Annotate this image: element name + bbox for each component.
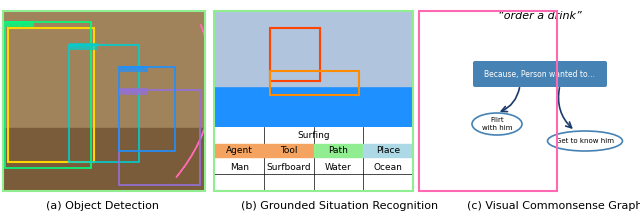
Bar [5,22,91,168]
FancyBboxPatch shape [473,61,607,87]
Text: (c) Visual Commonsense Graph: (c) Visual Commonsense Graph [467,201,640,211]
Text: Agent: Agent [226,146,253,155]
Bar [68,45,140,162]
Text: Path: Path [328,146,348,155]
Text: Because, Person wanted to…: Because, Person wanted to… [484,69,596,78]
Ellipse shape [472,113,522,135]
Bar [270,71,359,95]
Text: [person2]: [person2] [70,44,97,49]
Text: [person1]: [person1] [6,21,33,26]
Bar [264,144,314,157]
Bar [364,144,413,157]
Bar [214,11,413,87]
Text: Surfing: Surfing [298,131,330,140]
Bar [3,128,205,191]
Text: (a) Object Detection: (a) Object Detection [47,201,159,211]
Bar [214,81,413,127]
Text: Man: Man [230,163,249,172]
Text: “order a drink”: “order a drink” [498,11,582,21]
Text: Flirt
with him: Flirt with him [482,118,512,131]
Text: [person4]: [person4] [120,66,147,71]
Text: Water: Water [325,163,352,172]
Bar [119,67,175,151]
Bar [314,144,364,157]
Text: Tool: Tool [280,146,298,155]
Text: [person3]: [person3] [120,89,147,94]
Ellipse shape [547,131,623,151]
Text: Get to know him: Get to know him [556,138,614,144]
Bar [214,144,264,157]
Text: (b) Grounded Situation Recognition: (b) Grounded Situation Recognition [241,201,438,211]
Text: Ocean: Ocean [374,163,403,172]
Text: Place: Place [376,146,400,155]
Bar [119,90,200,185]
Text: Surfboard: Surfboard [266,163,311,172]
FancyArrowPatch shape [176,25,212,177]
Bar [270,28,319,81]
